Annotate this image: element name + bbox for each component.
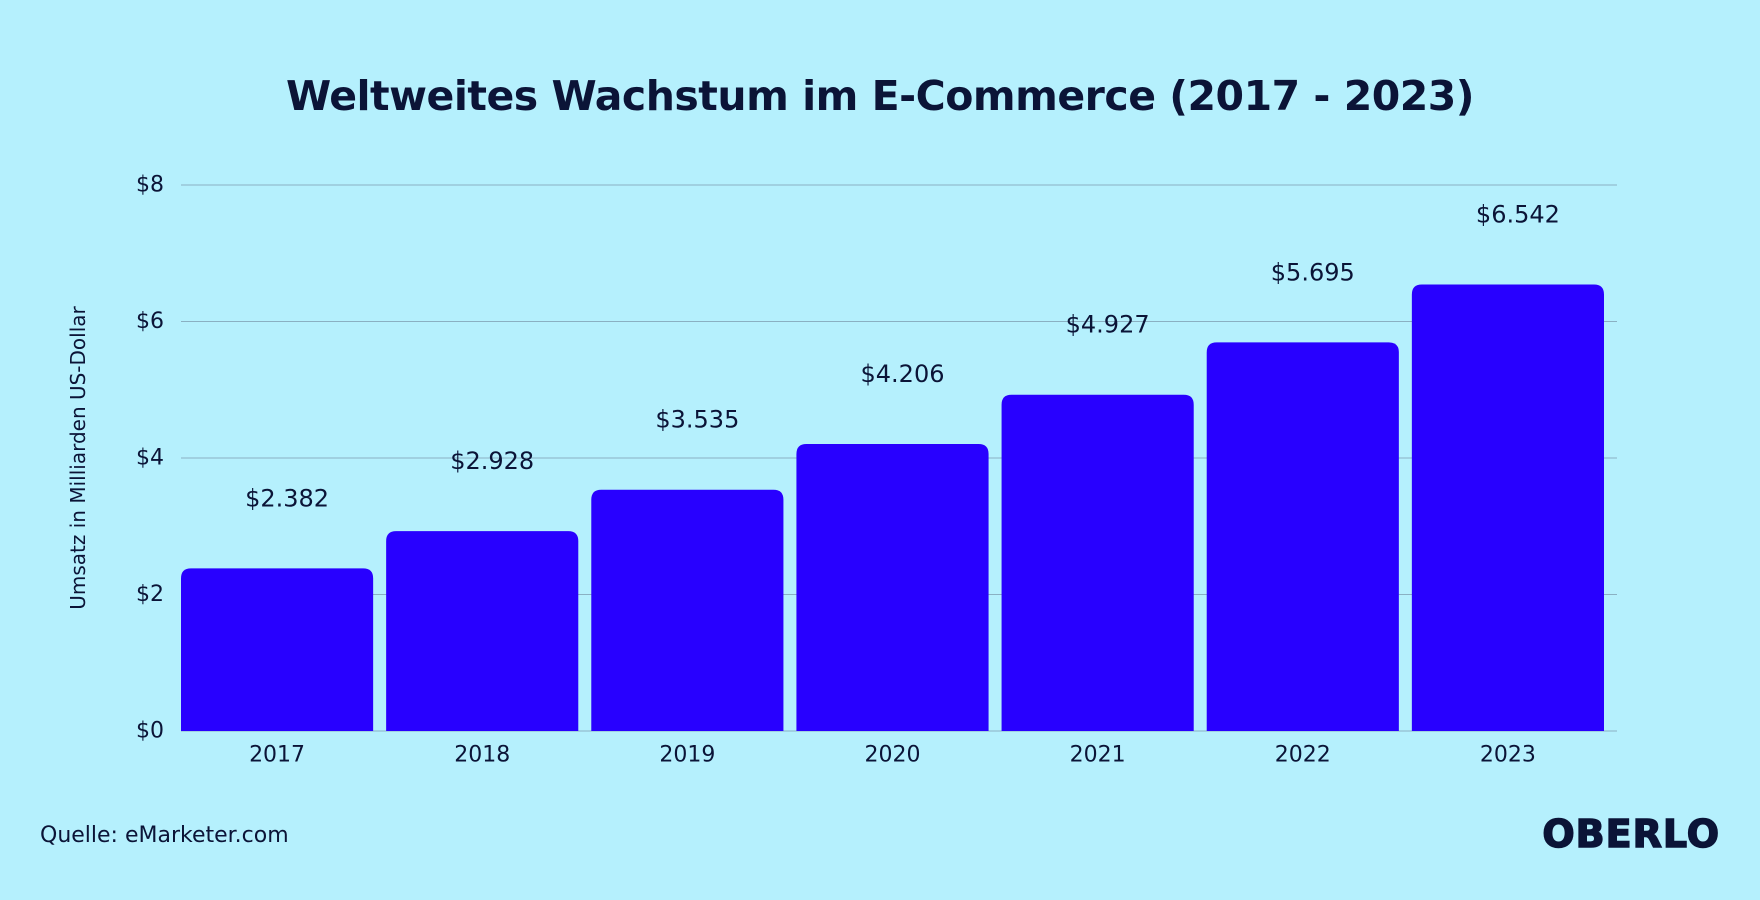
bar-2021 xyxy=(1001,394,1194,731)
y-tick-label: $0 xyxy=(136,719,164,744)
x-tick-label: 2020 xyxy=(865,743,921,768)
data-label: $6.542 xyxy=(1476,201,1560,229)
data-label: $4.927 xyxy=(1066,311,1150,339)
data-label: $2.382 xyxy=(245,484,329,512)
oberlo-logo: OBERLO xyxy=(1542,811,1720,857)
y-tick-label: $4 xyxy=(136,446,164,471)
x-tick-label: 2019 xyxy=(659,743,715,768)
bar-2017 xyxy=(181,568,374,731)
bar-2023 xyxy=(1411,284,1604,731)
source-text: Quelle: eMarketer.com xyxy=(40,823,289,848)
data-label: $2.928 xyxy=(450,447,534,475)
bar-2019 xyxy=(591,489,784,731)
y-tick-label: $2 xyxy=(136,582,164,607)
y-tick-label: $6 xyxy=(136,309,164,334)
bar-2020 xyxy=(796,443,989,731)
data-label: $4.206 xyxy=(861,360,945,388)
chart-title: Weltweites Wachstum im E-Commerce (2017 … xyxy=(285,72,1475,120)
x-tick-label: 2017 xyxy=(249,743,305,768)
x-tick-label: 2023 xyxy=(1480,743,1536,768)
x-tick-label: 2021 xyxy=(1070,743,1126,768)
y-tick-label: $8 xyxy=(136,173,164,198)
y-axis-label: Umsatz in Milliarden US-Dollar xyxy=(66,305,90,609)
x-tick-label: 2022 xyxy=(1275,743,1331,768)
x-tick-label: 2018 xyxy=(454,743,510,768)
bar-2018 xyxy=(386,531,579,731)
bar-2022 xyxy=(1206,342,1399,731)
data-label: $3.535 xyxy=(655,406,739,434)
data-label: $5.695 xyxy=(1271,258,1355,286)
